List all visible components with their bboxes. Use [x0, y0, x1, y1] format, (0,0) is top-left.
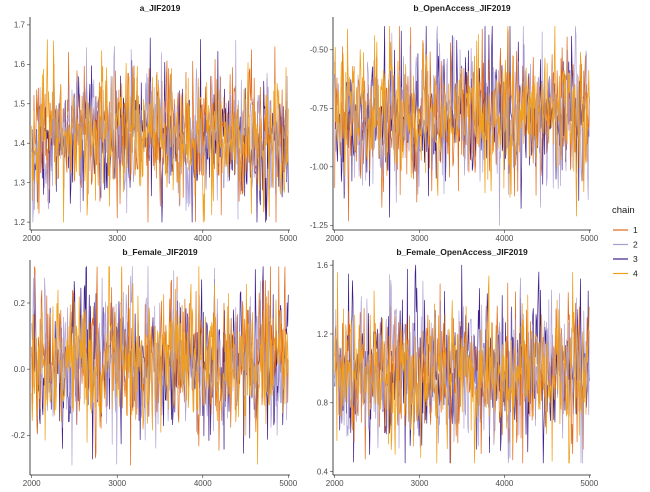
y-tick-label: 1.2 [317, 330, 329, 339]
trace-lines [334, 25, 590, 226]
trace-chain-4 [31, 39, 289, 223]
trace-lines [31, 37, 289, 223]
y-tick-label: 0.2 [14, 299, 26, 308]
x-tick-label: 3000 [108, 234, 126, 243]
legend-label: 2 [633, 240, 638, 250]
y-tick-label: 1.7 [14, 21, 26, 30]
x-tick-label: 3000 [411, 479, 429, 488]
trace-chain-4 [334, 25, 590, 217]
panel-title: b_OpenAccess_JIF2019 [413, 3, 511, 13]
y-tick-label: 0.8 [317, 399, 329, 408]
x-tick-label: 5000 [580, 234, 598, 243]
x-tick-label: 4000 [496, 234, 514, 243]
legend-label: 1 [633, 225, 638, 235]
panel-title: b_Female_JIF2019 [122, 247, 197, 257]
chain-legend: chain 1 2 3 4 [612, 205, 638, 279]
trace-chain-2 [334, 26, 590, 226]
x-tick-label: 5000 [279, 479, 297, 488]
x-tick-label: 3000 [411, 234, 429, 243]
y-tick-label: -0.2 [11, 431, 25, 440]
trace-lines [31, 266, 289, 466]
y-tick-label: -0.50 [310, 46, 329, 55]
y-tick-label: 0.4 [317, 467, 329, 476]
trace-panel: b_Female_OpenAccess_JIF2019 0.4 0.8 1.2 1.6 2… [317, 247, 599, 488]
x-tick-label: 2000 [23, 234, 41, 243]
x-tick-label: 5000 [580, 479, 598, 488]
y-tick-label: 1.6 [317, 261, 329, 270]
trace-panel: a_JIF2019 1.2 1.3 1.4 1.5 1.6 1.7 2000 3000 4000 5… [14, 3, 298, 243]
y-tick-label: 1.2 [14, 218, 26, 227]
trace-panel: b_Female_JIF2019 -0.2 0.0 0.2 2000 3000 4000 50… [11, 247, 298, 488]
trace-panel: b_OpenAccess_JIF2019 -1.25 -1.00 -0.75 -0.50… [310, 3, 599, 243]
x-tick-label: 4000 [496, 479, 514, 488]
y-tick-label: -1.25 [310, 221, 329, 230]
x-tick-label: 5000 [279, 234, 297, 243]
y-tick-label: 1.3 [14, 178, 26, 187]
y-tick-label: 1.4 [14, 139, 26, 148]
panel-title: a_JIF2019 [140, 3, 181, 13]
y-tick-label: 1.6 [14, 60, 26, 69]
legend-label: 3 [633, 254, 638, 264]
panel-title: b_Female_OpenAccess_JIF2019 [396, 247, 528, 257]
x-tick-label: 4000 [194, 479, 212, 488]
legend-title: chain [612, 205, 635, 216]
y-tick-label: 0.0 [14, 365, 26, 374]
x-tick-label: 2000 [326, 479, 344, 488]
x-tick-label: 3000 [108, 479, 126, 488]
y-tick-label: -1.00 [310, 163, 329, 172]
y-tick-label: 1.5 [14, 100, 26, 109]
trace-lines [334, 264, 590, 464]
x-tick-label: 2000 [23, 479, 41, 488]
x-tick-label: 2000 [326, 234, 344, 243]
legend-label: 4 [633, 269, 638, 279]
trace-chain-4 [334, 272, 590, 464]
trace-chain-4 [31, 266, 289, 465]
x-tick-label: 4000 [194, 234, 212, 243]
y-tick-label: -0.75 [310, 104, 329, 113]
